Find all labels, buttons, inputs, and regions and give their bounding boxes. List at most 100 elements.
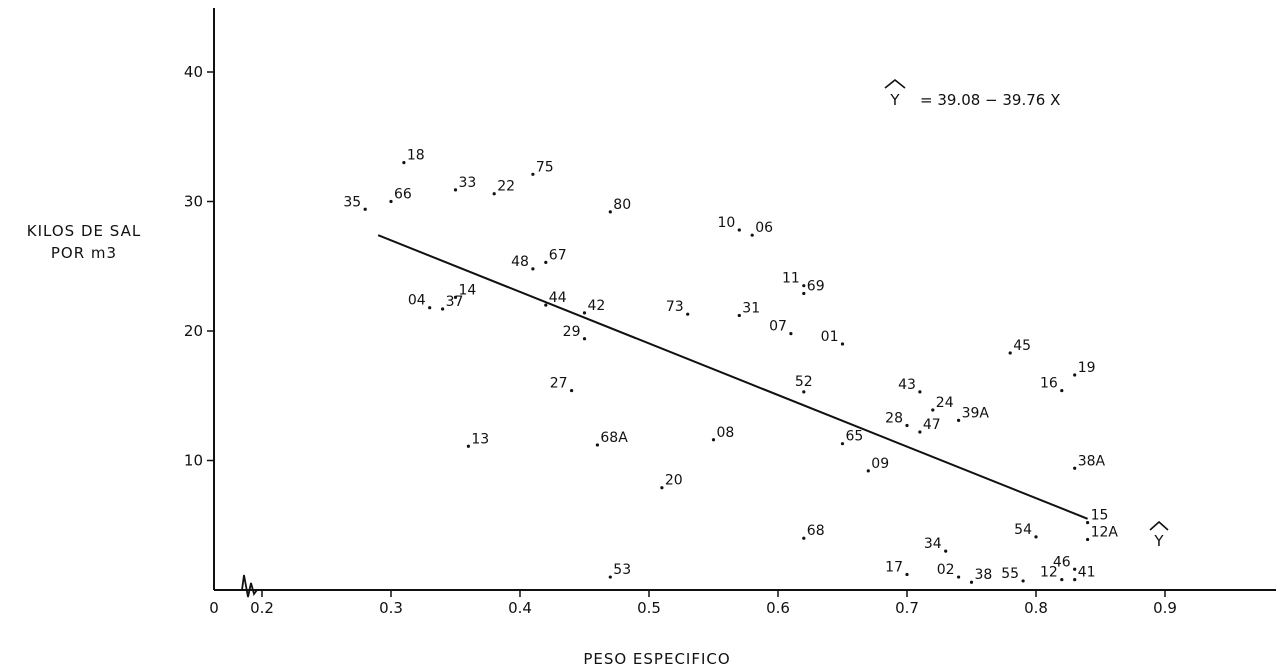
data-point-label: 29 xyxy=(563,324,581,340)
data-point-label: 09 xyxy=(871,456,889,472)
data-point-44 xyxy=(544,303,548,307)
data-point-label: 73 xyxy=(666,299,684,315)
data-point-45 xyxy=(1008,351,1012,355)
data-point-label: 31 xyxy=(742,300,760,316)
data-point-label: 10 xyxy=(717,215,735,231)
data-point-label: 13 xyxy=(471,431,489,447)
data-point-label: 08 xyxy=(717,425,735,441)
x-tick-label: 0.6 xyxy=(766,599,790,617)
data-point-12a xyxy=(1086,537,1090,542)
data-point-28 xyxy=(905,423,909,428)
data-point-48 xyxy=(531,267,535,271)
data-point-06 xyxy=(750,233,754,237)
data-point-47 xyxy=(918,430,922,434)
data-point-label: 52 xyxy=(795,374,813,390)
data-point-label: 38A xyxy=(1078,453,1106,469)
x-tick-label: 0.8 xyxy=(1024,599,1048,617)
data-point-label: 48 xyxy=(511,254,529,270)
data-point-label: 12A xyxy=(1091,524,1119,540)
data-point-label: 15 xyxy=(1091,508,1109,524)
data-point-33 xyxy=(453,188,458,192)
data-point-08 xyxy=(711,438,716,442)
data-point-43 xyxy=(918,390,922,394)
data-point-label: 20 xyxy=(665,473,683,489)
y-tick-label: 10 xyxy=(184,452,203,470)
data-point-46 xyxy=(1073,567,1077,571)
data-point-label: 65 xyxy=(846,429,864,445)
data-point-12 xyxy=(1060,578,1064,582)
data-point-label: 22 xyxy=(497,179,515,195)
data-point-label: 27 xyxy=(550,376,568,392)
data-point-label: 68 xyxy=(807,523,825,539)
x-tick-label: 0.2 xyxy=(250,599,274,617)
data-point-38a xyxy=(1073,466,1077,470)
axis-ticks: 0 0.2 0.3 0.4 0.5 0.6 0.7 0.8 0.9 10 20 30 40 xyxy=(184,63,1177,617)
data-point-label: 42 xyxy=(588,298,606,314)
data-point-label: 54 xyxy=(1014,522,1032,538)
data-point-label: 33 xyxy=(459,175,477,191)
data-point-41 xyxy=(1073,578,1077,582)
data-point-label: 67 xyxy=(549,247,567,263)
data-point-label: 28 xyxy=(885,411,903,427)
data-point-67 xyxy=(544,260,548,264)
data-point-label: 12 xyxy=(1040,565,1058,581)
data-point-68 xyxy=(802,536,806,540)
data-point-16 xyxy=(1060,388,1064,393)
data-point-label: 35 xyxy=(343,194,361,210)
data-point-label: 14 xyxy=(459,282,477,298)
data-point-53 xyxy=(608,575,612,579)
data-point-19 xyxy=(1073,373,1077,377)
y-tick-label: 30 xyxy=(184,193,203,211)
data-point-label: 66 xyxy=(394,187,412,203)
data-point-29 xyxy=(582,337,587,341)
data-point-label: 45 xyxy=(1013,338,1031,354)
data-point-01 xyxy=(840,342,845,346)
data-point-label: 69 xyxy=(807,278,825,294)
data-point-label: 41 xyxy=(1078,565,1096,581)
data-point-69 xyxy=(802,291,806,296)
data-point-15 xyxy=(1086,521,1090,525)
data-point-34 xyxy=(944,549,948,553)
data-point-75 xyxy=(531,172,535,176)
data-point-80 xyxy=(608,210,612,214)
equation-text: = 39.08 − 39.76 X xyxy=(920,91,1060,109)
data-point-label: 02 xyxy=(937,562,955,578)
x-tick-label: 0 xyxy=(209,599,219,617)
data-point-label: 18 xyxy=(407,148,425,164)
x-tick-label: 0.5 xyxy=(637,599,661,617)
data-point-label: 07 xyxy=(769,319,787,335)
data-point-14 xyxy=(453,295,458,299)
data-point-02 xyxy=(957,575,961,579)
y-axis-title-line1: KILOS DE SAL xyxy=(27,222,141,240)
data-point-label: 01 xyxy=(821,329,839,345)
data-point-label: 55 xyxy=(1001,566,1019,582)
data-point-label: 24 xyxy=(936,395,954,411)
data-point-54 xyxy=(1034,535,1038,539)
x-axis-break-mark xyxy=(238,574,262,598)
data-point-17 xyxy=(905,572,909,577)
data-point-20 xyxy=(660,486,664,490)
equation-hat-mark xyxy=(884,78,906,89)
equation-hat-letter: Y xyxy=(889,91,900,109)
yhat-axis-label: Y xyxy=(1149,520,1169,550)
yhat-letter: Y xyxy=(1153,532,1164,550)
data-point-31 xyxy=(737,313,741,318)
x-axis-title: PESO ESPECIFICO xyxy=(583,650,730,668)
data-point-11 xyxy=(802,284,806,288)
data-point-07 xyxy=(789,331,793,336)
data-point-37 xyxy=(441,307,445,311)
data-point-24 xyxy=(931,408,935,412)
data-point-label: 53 xyxy=(613,562,631,578)
data-point-label: 46 xyxy=(1053,554,1071,570)
data-point-39a xyxy=(957,418,961,422)
data-point-label: 04 xyxy=(408,293,426,309)
data-point-label: 06 xyxy=(755,220,773,236)
x-tick-label: 0.9 xyxy=(1153,599,1177,617)
data-point-label: 39A xyxy=(962,405,990,421)
data-point-label: 68A xyxy=(600,430,628,446)
data-point-label: 47 xyxy=(923,417,941,433)
data-point-label: 34 xyxy=(924,536,942,552)
x-tick-label: 0.3 xyxy=(379,599,403,617)
y-tick-label: 40 xyxy=(184,63,203,81)
